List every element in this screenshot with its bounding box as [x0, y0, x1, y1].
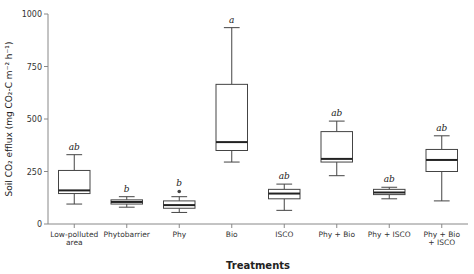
x-tick-label-line: Phytobarrier	[104, 230, 151, 239]
cap-low	[276, 210, 292, 211]
whisker-high	[336, 121, 337, 132]
annotation: ab	[279, 171, 290, 181]
x-axis-label: Treatments	[226, 260, 290, 271]
whisker-low	[74, 194, 75, 205]
whisker-high	[441, 136, 442, 150]
cap-high	[171, 196, 187, 197]
x-tick-label: Phytobarrier	[104, 230, 151, 239]
box	[321, 132, 353, 162]
x-tick-label: Phy + Bio+ ISCO	[423, 230, 460, 247]
whisker-low	[389, 195, 390, 199]
y-tick	[44, 119, 48, 120]
annotation: ab	[331, 108, 342, 118]
y-tick	[44, 14, 48, 15]
median	[321, 158, 353, 160]
cap-low	[171, 212, 187, 213]
x-tick-label-line: ISCO	[275, 230, 293, 239]
box	[216, 84, 248, 150]
x-tick	[336, 224, 337, 228]
cap-high	[66, 154, 82, 155]
y-tick-label: 250	[27, 168, 42, 177]
cap-low	[119, 207, 135, 208]
flier	[177, 190, 181, 194]
x-tick-label: ISCO	[275, 230, 293, 239]
median	[374, 192, 406, 194]
x-tick	[74, 224, 75, 228]
whisker-low	[284, 199, 285, 211]
y-tick-label: 1000	[22, 10, 42, 19]
box	[374, 189, 406, 194]
whisker-high	[74, 155, 75, 171]
annotation: b	[176, 178, 182, 188]
x-tick	[179, 224, 180, 228]
y-tick-label: 750	[27, 63, 42, 72]
x-tick-label-line: area	[66, 238, 83, 247]
cap-high	[224, 27, 240, 28]
x-tick-label: Bio	[226, 230, 238, 239]
cap-high	[119, 196, 135, 197]
cap-low	[329, 175, 345, 176]
box	[164, 201, 196, 208]
box	[59, 170, 91, 193]
median	[216, 141, 248, 143]
whisker-low	[441, 172, 442, 201]
cap-low	[224, 162, 240, 163]
y-axis-label: Soil CO₂ efflux (mg CO₂-C m⁻² h⁻¹)	[4, 42, 14, 197]
cap-low	[66, 204, 82, 205]
y-tick-label: 500	[27, 115, 42, 124]
y-tick	[44, 66, 48, 67]
whisker-low	[336, 162, 337, 176]
y-tick	[44, 224, 48, 225]
box	[269, 189, 301, 198]
cap-low	[381, 198, 397, 199]
x-tick-label-line: + ISCO	[428, 238, 455, 247]
y-tick	[44, 171, 48, 172]
x-tick	[441, 224, 442, 228]
cap-high	[276, 184, 292, 185]
median	[426, 159, 458, 161]
y-tick-label: 0	[37, 220, 42, 229]
x-tick	[389, 224, 390, 228]
whisker-high	[284, 184, 285, 189]
median	[59, 189, 91, 191]
x-axis-line	[48, 224, 468, 225]
x-tick-label: Phy + Bio	[318, 230, 355, 239]
x-tick-label: Phy	[172, 230, 186, 239]
x-tick-label: Phy + ISCO	[368, 230, 411, 239]
median	[269, 193, 301, 195]
cap-high	[434, 135, 450, 136]
x-tick-label: Low-pollutedarea	[50, 230, 98, 247]
x-tick-label-line: Phy	[172, 230, 186, 239]
whisker-low	[179, 208, 180, 212]
box	[111, 200, 143, 204]
cap-low	[434, 200, 450, 201]
x-tick	[126, 224, 127, 228]
boxes	[59, 28, 458, 213]
annotation: b	[124, 184, 130, 194]
annotation: ab	[384, 174, 395, 184]
x-tick-label-line: Bio	[226, 230, 238, 239]
x-tick-label-line: Phy + Bio	[318, 230, 355, 239]
whisker-high	[179, 197, 180, 201]
chart: 0 250 500 750 1000 Low-pollutedarea Phytobarri…	[0, 0, 474, 274]
x-tick	[284, 224, 285, 228]
cap-high	[329, 121, 345, 122]
annotation: a	[229, 15, 234, 25]
box	[426, 149, 458, 171]
median	[164, 204, 196, 206]
annotation: ab	[436, 123, 447, 133]
whisker-low	[231, 151, 232, 163]
median	[111, 201, 143, 203]
x-tick-label-line: Phy + ISCO	[368, 230, 411, 239]
x-tick	[231, 224, 232, 228]
whisker-high	[231, 28, 232, 85]
annotation: ab	[69, 142, 80, 152]
cap-high	[381, 187, 397, 188]
